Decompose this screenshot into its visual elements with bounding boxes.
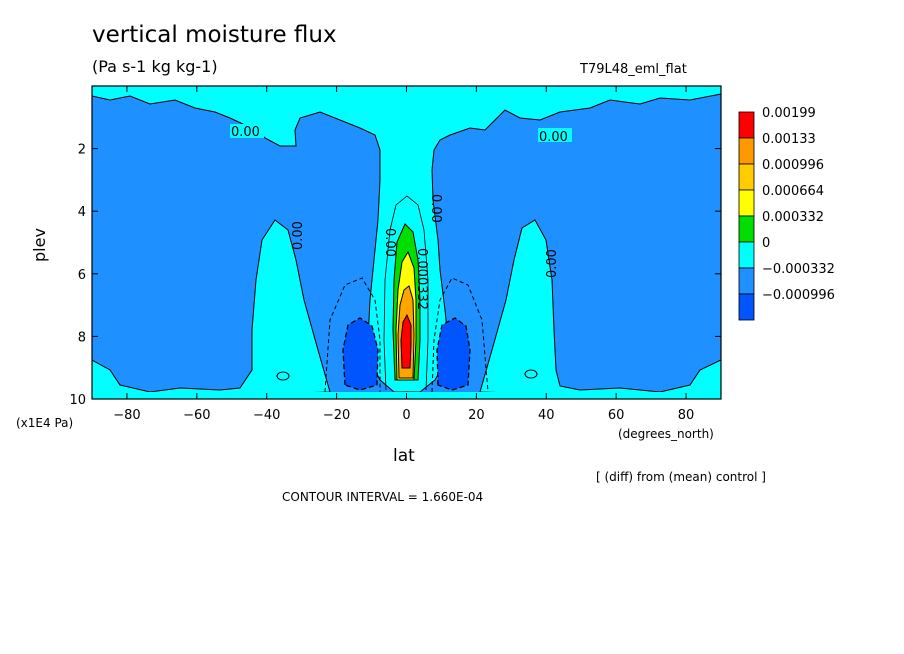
x-tick-label: 60 — [608, 408, 625, 423]
x-tick-label: −20 — [323, 408, 350, 423]
legend-swatch — [738, 215, 755, 243]
x-axis-unit: (degrees_north) — [618, 427, 714, 441]
legend-label: 0 — [762, 236, 770, 251]
small-contour-right — [524, 369, 538, 379]
legend-label: 0.00133 — [762, 132, 816, 147]
legend-label: 0.000664 — [762, 184, 824, 199]
y-axis-unit: (x1E4 Pa) — [16, 416, 74, 430]
x-tick-label: −40 — [253, 408, 280, 423]
left-negative-lobe — [342, 317, 379, 391]
x-tick-label: 40 — [538, 408, 555, 423]
contour-fields — [92, 86, 721, 399]
x-tick-label: −80 — [113, 408, 140, 423]
contour-label: 0.000332 — [414, 248, 429, 310]
small-contour-left — [276, 371, 290, 381]
x-axis: −80 −60 −40 −20 0 20 40 60 80 — [113, 86, 694, 423]
legend-label: 0.000332 — [762, 210, 824, 225]
left-negative-outer — [324, 277, 381, 393]
legend-label: 0.00199 — [762, 106, 816, 121]
y-tick-label: 2 — [78, 143, 86, 158]
y-tick-label: 6 — [78, 268, 86, 283]
contour-label: 0.00 — [291, 221, 306, 250]
legend-swatch — [738, 267, 755, 295]
x-tick-label: 0 — [402, 408, 410, 423]
color-legend: 0.00199 0.00133 0.000996 0.000664 0.000332 0 −… — [738, 106, 835, 321]
x-tick-label: −60 — [183, 408, 210, 423]
contour-interval: CONTOUR INTERVAL = 1.660E-04 — [282, 490, 484, 504]
y-tick-label: 10 — [69, 393, 86, 408]
contour-label: 0.00 — [428, 194, 443, 223]
y-tick-label: 4 — [78, 205, 86, 220]
legend-swatch — [738, 163, 755, 191]
plume-red — [400, 313, 412, 369]
x-tick-label: 20 — [468, 408, 485, 423]
legend-swatch — [738, 111, 755, 139]
contour-label: 0.00 — [539, 130, 568, 145]
positive-outer-contour — [383, 195, 429, 391]
contour-label: 0.00 — [382, 228, 397, 257]
contour-label: 0.00 — [545, 249, 560, 278]
contour-labels: 0.00 0.00 0.00 0.00 0.00 0.00 0.000332 — [230, 124, 572, 310]
legend-swatch — [738, 241, 755, 269]
comparison-note: [ (diff) from (mean) control ] — [596, 470, 766, 484]
legend-label: 0.000996 — [762, 158, 824, 173]
legend-label: −0.000996 — [762, 288, 835, 303]
run-label: T79L48_eml_flat — [580, 62, 687, 77]
x-axis-label: lat — [393, 446, 415, 466]
chart-units: (Pa s-1 kg kg-1) — [92, 57, 218, 76]
y-tick-label: 8 — [78, 330, 86, 345]
y-axis: 2 4 6 8 10 — [69, 143, 721, 408]
right-negative-lobe — [436, 317, 471, 391]
x-tick-label: 80 — [678, 408, 695, 423]
contour-label: 0.00 — [231, 125, 260, 140]
legend-swatch — [738, 189, 755, 217]
chart-title: vertical moisture flux — [92, 22, 337, 48]
right-negative-outer — [431, 277, 489, 393]
legend-swatch — [738, 293, 755, 321]
legend-label: −0.000332 — [762, 262, 835, 277]
legend-swatch — [738, 137, 755, 165]
